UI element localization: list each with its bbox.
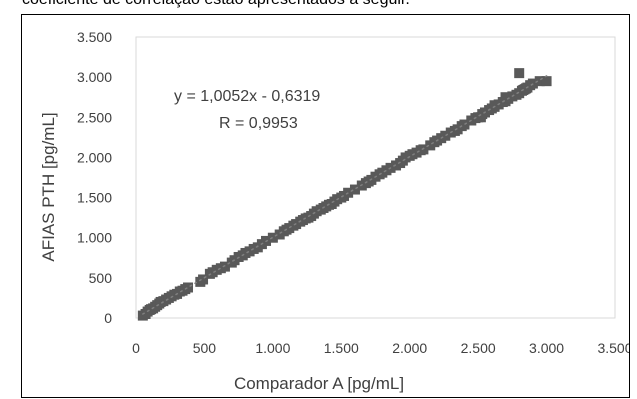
data-point: [541, 76, 552, 87]
x-tick-label: 500: [193, 340, 217, 356]
y-axis-title: AFIAS PTH [pg/mL]: [39, 112, 58, 261]
plot-area-border: [135, 36, 616, 319]
data-point: [475, 112, 486, 123]
x-tick-label: 0: [132, 340, 140, 356]
x-tick-label: 2.000: [392, 340, 427, 356]
plot-area: [135, 36, 616, 319]
trendline-path: [142, 75, 548, 315]
y-tick-label: 1.000: [77, 230, 112, 246]
y-tick-label: 1.500: [77, 190, 112, 206]
x-axis-title: Comparador A [pg/mL]: [234, 374, 404, 393]
x-axis-ticks: 0 500 1.000 1.500 2.000 2.500 3.000 3.500: [132, 340, 629, 356]
data-point: [440, 130, 451, 141]
data-point: [534, 76, 545, 87]
equation-annotation: y = 1,0052x - 0,6319: [174, 88, 320, 105]
data-point: [500, 92, 511, 103]
x-tick-label: 1.500: [324, 340, 359, 356]
data-point: [183, 282, 194, 293]
y-tick-label: 500: [89, 270, 113, 286]
data-point: [349, 184, 360, 195]
chart-frame: 0 500 1.000 1.500 2.000 2.500 3.000 3.500 0 500 1…: [21, 14, 630, 398]
x-tick-label: 3.500: [597, 340, 629, 356]
y-axis-ticks: 0 500 1.000 1.500 2.000 2.500 3.000 3.500: [77, 29, 112, 326]
trendline: [142, 75, 548, 315]
header-text: coeficiente de correlação estão apresent…: [22, 0, 410, 9]
scatter-chart: 0 500 1.000 1.500 2.000 2.500 3.000 3.500 0 500 1…: [39, 29, 629, 393]
r-annotation: R = 0,9953: [219, 115, 298, 132]
y-tick-label: 0: [104, 310, 112, 326]
y-tick-label: 3.500: [77, 29, 112, 45]
data-points: [137, 68, 552, 321]
x-tick-label: 1.000: [255, 340, 290, 356]
x-tick-label: 3.000: [529, 340, 564, 356]
data-point: [489, 100, 500, 111]
data-point: [198, 274, 209, 285]
y-tick-label: 3.000: [77, 69, 112, 85]
data-point: [267, 232, 278, 243]
y-tick-label: 2.500: [77, 109, 112, 125]
data-point: [514, 68, 525, 79]
x-tick-label: 2.500: [461, 340, 496, 356]
y-tick-label: 2.000: [77, 149, 112, 165]
data-point: [219, 261, 230, 272]
